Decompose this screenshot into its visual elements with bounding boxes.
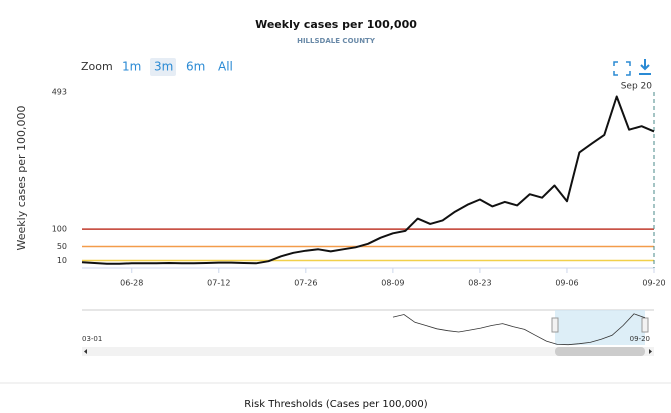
scroll-left[interactable] <box>84 349 87 354</box>
scrollbar-track[interactable] <box>82 347 654 356</box>
y-tick-label: 493 <box>52 88 67 97</box>
scroll-right[interactable] <box>649 349 652 354</box>
y-axis-title: Weekly cases per 100,000 <box>15 106 28 251</box>
navigator-end-label: 09-20 <box>630 335 650 343</box>
x-tick-label: 07-12 <box>207 279 230 288</box>
y-tick-label: 10 <box>57 256 67 265</box>
navigator-start-label: 03-01 <box>82 335 102 343</box>
zoom-button[interactable]: 6m <box>186 60 205 74</box>
series-line <box>81 95 655 265</box>
zoom-button[interactable]: All <box>218 60 233 74</box>
chart-title: Weekly cases per 100,000 <box>255 18 417 31</box>
x-tick-label: 08-09 <box>381 279 404 288</box>
x-tick-label: 09-06 <box>555 279 578 288</box>
y-tick-label: 50 <box>57 242 67 251</box>
navigator-line <box>392 313 646 346</box>
fullscreen-icon[interactable] <box>613 61 631 76</box>
zoom-label: Zoom <box>81 60 113 73</box>
zoom-button[interactable]: 3m <box>154 60 173 74</box>
navigator-handle[interactable] <box>641 317 649 333</box>
x-tick-label: 06-28 <box>120 279 143 288</box>
y-tick-label: 100 <box>52 225 67 234</box>
zoom-button[interactable]: 1m <box>122 60 141 74</box>
x-tick-label: 07-26 <box>294 279 317 288</box>
x-tick-label: 09-20 <box>642 279 665 288</box>
zoom-button-bg <box>150 58 176 76</box>
scrollbar-thumb[interactable] <box>555 347 645 356</box>
chart-subtitle: HILLSDALE COUNTY <box>297 37 376 45</box>
zoom-buttons: 1m 3m 6m All <box>122 58 233 76</box>
download-icon[interactable] <box>639 59 651 75</box>
x-tick-label: 08-23 <box>468 279 491 288</box>
navigator-handle[interactable] <box>551 317 559 333</box>
crosshair-label: Sep 20 <box>621 82 653 92</box>
footer-title: Risk Thresholds (Cases per 100,000) <box>244 399 427 410</box>
